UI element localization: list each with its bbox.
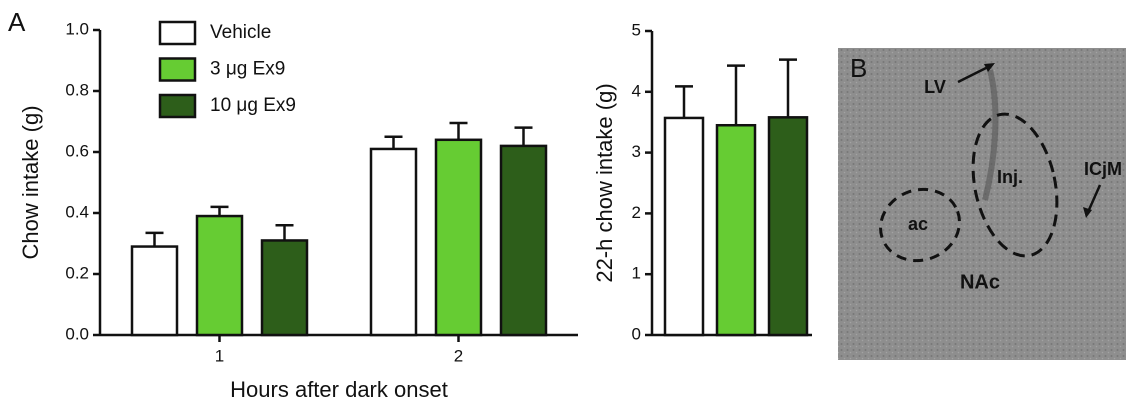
x-tick-label: 1 (215, 346, 224, 365)
panel-label: B (850, 53, 867, 83)
bar (130, 245, 179, 337)
micrograph (838, 48, 1126, 360)
bar (369, 147, 418, 337)
bar (499, 144, 548, 337)
y-axis-label: 22-h chow intake (g) (592, 83, 617, 282)
y-tick-label: 1.0 (65, 19, 89, 38)
legend-swatch (158, 57, 197, 82)
y-tick-label: 0 (632, 324, 641, 343)
y-axis-label: Chow intake (g) (18, 105, 43, 259)
annotation: Inj. (997, 167, 1023, 187)
y-tick-label: 1 (632, 264, 641, 283)
arrow-head (984, 63, 995, 72)
arrow (1086, 184, 1102, 213)
arrow-head (1083, 207, 1092, 218)
y-tick-label: 2 (632, 203, 641, 222)
annotation: ICjM (1084, 159, 1122, 179)
bar (195, 214, 244, 337)
y-tick-label: 0.8 (65, 80, 89, 99)
y-tick-label: 0.4 (65, 202, 89, 221)
x-tick-label: 2 (454, 346, 463, 365)
legend-label: 10 μg Ex9 (210, 95, 296, 116)
panel-label: A (8, 7, 26, 37)
bar (715, 123, 757, 337)
bar (434, 138, 483, 337)
y-tick-label: 0.2 (65, 263, 89, 282)
y-tick-label: 5 (632, 20, 641, 39)
x-axis-label: Hours after dark onset (230, 377, 448, 402)
bar (663, 116, 705, 337)
bar (767, 116, 809, 337)
y-tick-label: 0.6 (65, 141, 89, 160)
ac-outline (879, 187, 961, 263)
annotation: ac (908, 214, 928, 234)
y-tick-label: 0.0 (65, 324, 89, 343)
annotation: LV (924, 77, 946, 97)
arrow (957, 64, 991, 84)
y-tick-label: 4 (632, 81, 641, 100)
legend-swatch (158, 93, 197, 119)
legend-label: Vehicle (210, 22, 271, 43)
legend-swatch (158, 20, 197, 46)
annotation: NAc (960, 271, 1000, 293)
injection-track (982, 69, 999, 201)
bar (260, 239, 309, 337)
y-tick-label: 3 (632, 142, 641, 161)
legend-label: 3 μg Ex9 (210, 59, 285, 80)
panel-b: B LV Inj. ICjM ac NAc (838, 48, 1126, 360)
